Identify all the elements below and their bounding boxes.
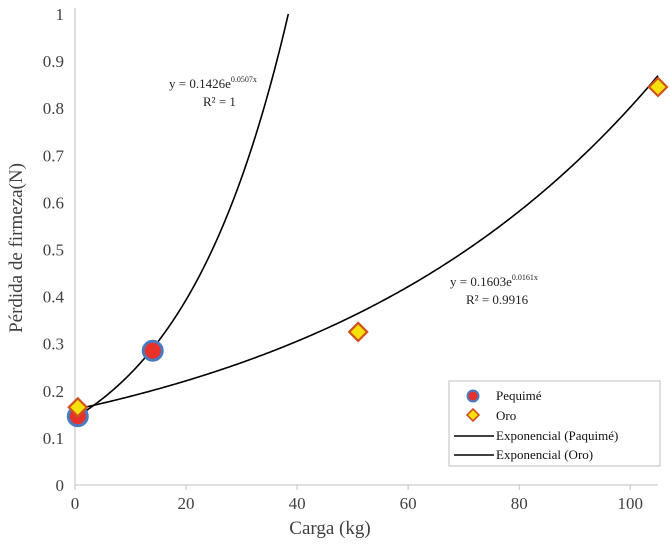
legend-box: [448, 380, 661, 467]
y-tick-label: 1: [56, 5, 65, 24]
x-tick-label: 60: [400, 494, 417, 513]
x-axis-title: Carga (kg): [289, 518, 370, 539]
x-tick-label: 100: [617, 494, 643, 513]
y-tick-label: 0.7: [43, 146, 65, 165]
legend-label-exp-oro: Exponencial (Oro): [496, 447, 593, 462]
legend-marker-pequime: [466, 389, 480, 403]
x-tick-labels: 0 20 40 60 80 100: [71, 485, 643, 513]
y-tick-label: 0.5: [43, 241, 64, 260]
data-points: [66, 76, 669, 428]
y-tick-label: 0.3: [43, 335, 64, 354]
legend-label-exp-paquime: Exponencial (Paquimé): [496, 428, 618, 443]
equation-paquime-base: y = 0.1426e: [169, 76, 231, 91]
r2-oro: R² = 0.9916: [466, 292, 529, 307]
legend-marker-oro: [465, 407, 481, 423]
y-tick-label: 0.4: [43, 288, 65, 307]
y-tick-labels: 0 0.1 0.2 0.3 0.4 0.5 0.6 0.7 0.8 0.9 1: [43, 5, 65, 495]
y-tick-label: 0: [56, 476, 65, 495]
y-tick-label: 0.6: [43, 193, 64, 212]
legend: Pequimé Oro Exponencial (Paquimé) Expone…: [448, 380, 661, 467]
legend-label-pequime: Pequimé: [496, 388, 542, 403]
y-tick-label: 0.1: [43, 429, 64, 448]
x-tick-label: 0: [71, 494, 80, 513]
equation-oro: y = 0.1603e0.0161x R² = 0.9916: [450, 273, 538, 307]
svg-text:y = 0.1426e0.0507x: y = 0.1426e0.0507x: [169, 75, 257, 91]
equation-paquime-exponent: 0.0507x: [231, 75, 257, 84]
r2-paquime: R² = 1: [203, 94, 236, 109]
y-tick-label: 0.8: [43, 99, 64, 118]
trendlines: [74, 13, 659, 419]
point-oro: [647, 76, 669, 98]
point-oro: [347, 321, 369, 343]
y-tick-label: 0.2: [43, 382, 64, 401]
point-pequime: [141, 339, 164, 362]
x-tick-label: 80: [511, 494, 528, 513]
svg-text:y = 0.1603e0.0161x: y = 0.1603e0.0161x: [450, 273, 538, 289]
point-oro: [67, 396, 89, 418]
equation-paquime: y = 0.1426e0.0507x R² = 1: [169, 75, 257, 109]
y-tick-label: 0.9: [43, 52, 64, 71]
equation-oro-base: y = 0.1603e: [450, 274, 512, 289]
legend-label-oro: Oro: [496, 408, 516, 423]
x-tick-label: 20: [178, 494, 195, 513]
equation-oro-exponent: 0.0161x: [512, 273, 538, 282]
trendline-0: [74, 13, 290, 419]
y-axis-title: Pérdida de firmeza(N): [6, 163, 27, 333]
x-tick-label: 40: [289, 494, 306, 513]
trendline-1: [74, 75, 659, 411]
